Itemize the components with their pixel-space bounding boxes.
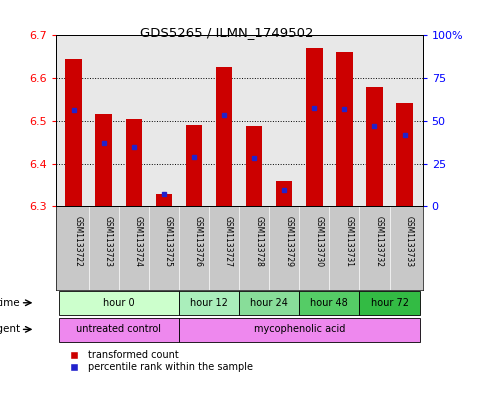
- Bar: [96, 114, 112, 206]
- Text: GSM1133729: GSM1133729: [284, 217, 293, 267]
- Bar: [156, 194, 172, 206]
- Text: GSM1133725: GSM1133725: [164, 217, 173, 267]
- Bar: [366, 87, 383, 206]
- Text: GSM1133732: GSM1133732: [374, 217, 384, 267]
- Text: hour 12: hour 12: [190, 298, 228, 308]
- Text: GSM1133728: GSM1133728: [254, 217, 263, 267]
- Text: mycophenolic acid: mycophenolic acid: [254, 324, 345, 334]
- Bar: [396, 103, 413, 206]
- Text: GSM1133723: GSM1133723: [104, 217, 113, 267]
- Text: hour 48: hour 48: [311, 298, 348, 308]
- Bar: [239, 291, 299, 315]
- Text: GSM1133724: GSM1133724: [134, 217, 143, 267]
- Text: GSM1133733: GSM1133733: [405, 217, 413, 268]
- Text: GSM1133727: GSM1133727: [224, 217, 233, 267]
- Bar: [126, 119, 142, 206]
- Text: hour 24: hour 24: [250, 298, 288, 308]
- Bar: [58, 291, 179, 315]
- Bar: [359, 291, 420, 315]
- Text: hour 0: hour 0: [103, 298, 135, 308]
- Bar: [276, 181, 293, 206]
- Bar: [185, 125, 202, 206]
- Bar: [216, 68, 232, 206]
- Text: hour 72: hour 72: [370, 298, 409, 308]
- Legend: transformed count, percentile rank within the sample: transformed count, percentile rank withi…: [60, 346, 256, 376]
- Text: GSM1133726: GSM1133726: [194, 217, 203, 267]
- Bar: [58, 318, 179, 342]
- Bar: [336, 53, 353, 206]
- Text: agent: agent: [0, 324, 21, 334]
- Text: untreated control: untreated control: [76, 324, 161, 334]
- Text: GSM1133722: GSM1133722: [73, 217, 83, 267]
- Text: GDS5265 / ILMN_1749502: GDS5265 / ILMN_1749502: [140, 26, 314, 39]
- Bar: [306, 48, 323, 206]
- Bar: [246, 127, 262, 206]
- Bar: [179, 318, 420, 342]
- Bar: [299, 291, 359, 315]
- Bar: [65, 59, 82, 206]
- Bar: [179, 291, 239, 315]
- Text: time: time: [0, 298, 21, 308]
- Text: GSM1133731: GSM1133731: [344, 217, 354, 267]
- Text: GSM1133730: GSM1133730: [314, 217, 323, 268]
